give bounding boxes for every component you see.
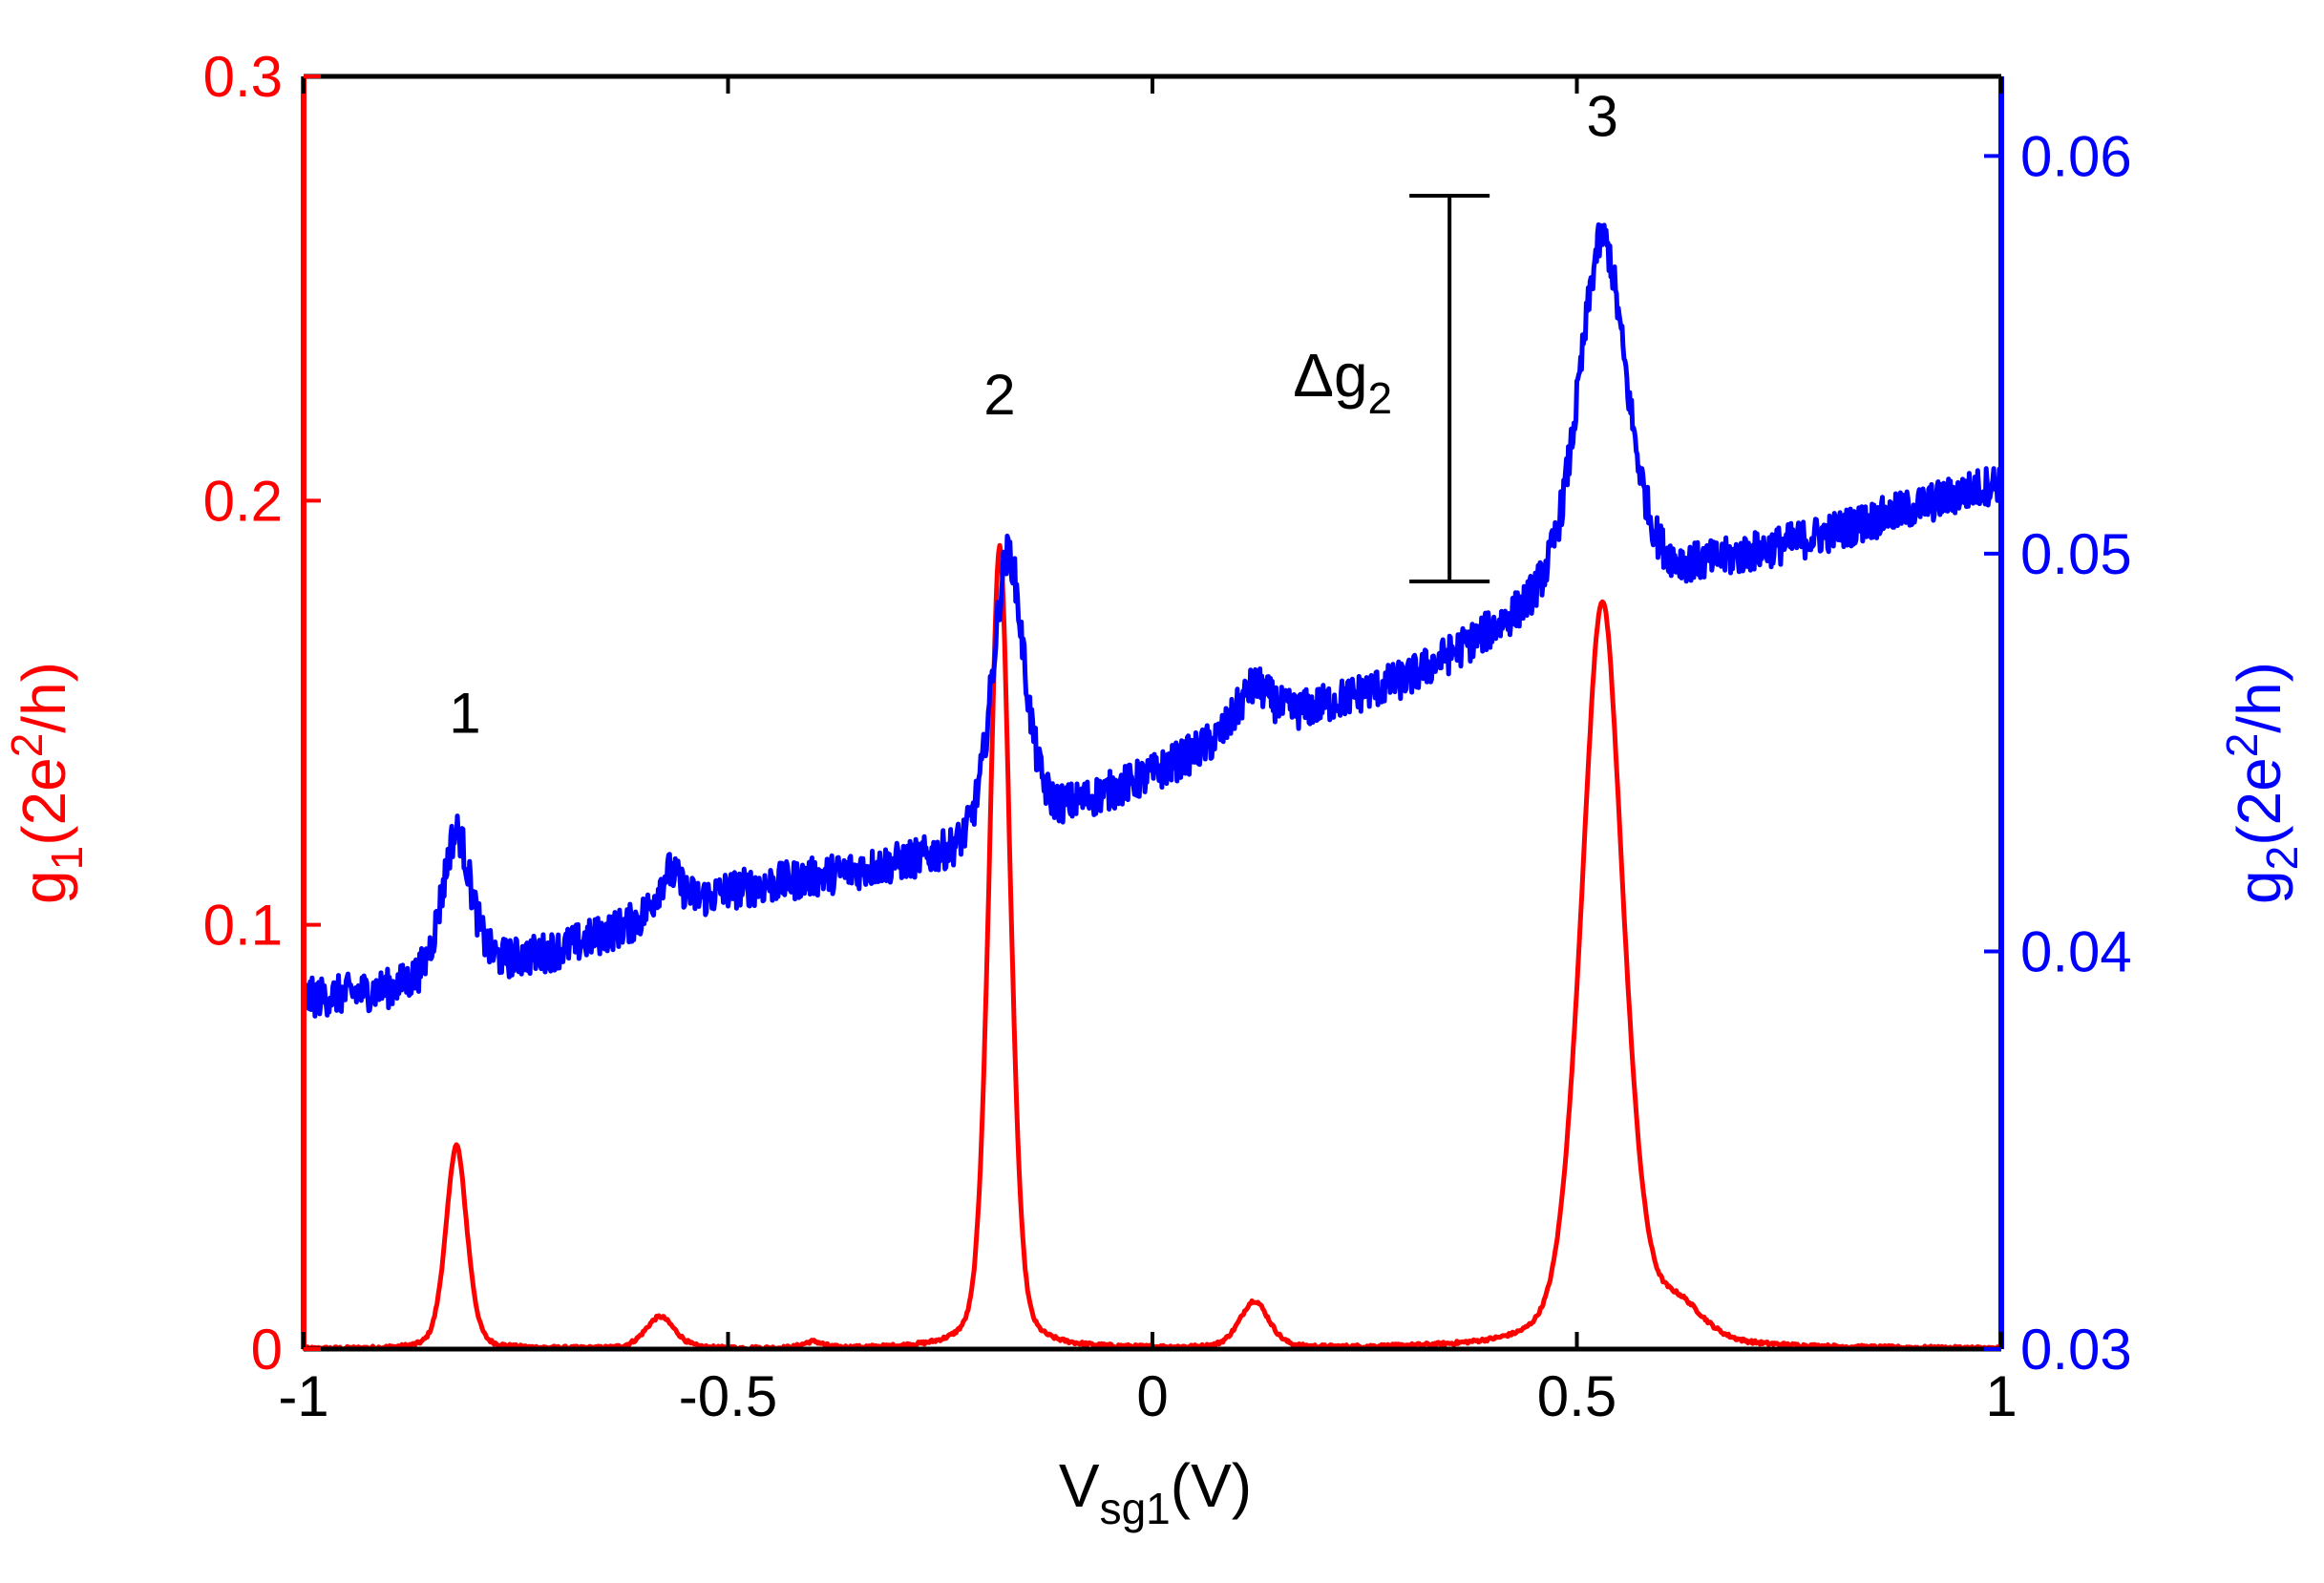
y-right-tick-label: 0.05 (2020, 522, 2132, 586)
y-left-tick-label: 0.1 (203, 894, 283, 958)
series-g2-line (301, 222, 2004, 1019)
x-tick-label: 1 (1985, 1364, 2017, 1428)
x-tick-label: 0.5 (1537, 1364, 1616, 1428)
x-tick-label: 0 (1136, 1364, 1168, 1428)
peak-label: 2 (983, 363, 1015, 427)
x-axis-label: Vsg1(V) (1059, 1451, 1252, 1533)
y-left-tick-label: 0.3 (203, 45, 283, 109)
y-right-tick-label: 0.06 (2020, 124, 2132, 188)
y-left-tick-label: 0.2 (203, 469, 283, 533)
y-left-tick-label: 0 (251, 1318, 283, 1382)
peak-label: 1 (449, 681, 480, 745)
y-axis-left-label: g1(2e2/h) (2, 662, 92, 904)
y-axis-right-label: g2(2e2/h) (2217, 662, 2307, 904)
y-right-tick-label: 0.03 (2020, 1318, 2132, 1382)
y-right-tick-label: 0.04 (2020, 919, 2132, 983)
x-tick-label: -0.5 (679, 1364, 777, 1428)
plot-area: -1 -0.5 0 0.5 1 0 0.1 0.2 0.3 0.03 0.04 0.05 0.06 1 2 3 (203, 45, 2132, 1428)
peak-label: 3 (1586, 84, 1617, 148)
delta-g2-label: Δg2 (1293, 341, 1392, 423)
x-tick-label: -1 (278, 1364, 328, 1428)
